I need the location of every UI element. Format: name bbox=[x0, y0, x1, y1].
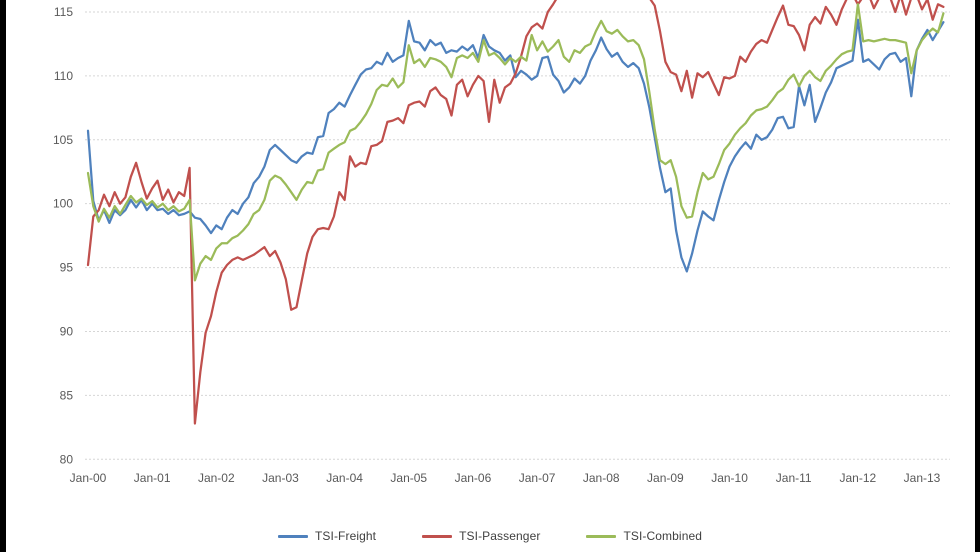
series-line-tsi-combined bbox=[86, 3, 945, 282]
y-axis-tick-label: 85 bbox=[60, 388, 74, 402]
x-axis-tick-label: Jan-01 bbox=[134, 471, 171, 485]
combined-line-swatch-icon bbox=[586, 534, 617, 538]
x-axis-tick-label: Jan-05 bbox=[390, 471, 427, 485]
left-black-edge-bar bbox=[0, 0, 6, 552]
x-axis-tick-label: Jan-07 bbox=[519, 471, 556, 485]
chart-legend: TSI-Freight TSI-Passenger TSI-Combined bbox=[0, 524, 980, 548]
y-axis-tick-label: 105 bbox=[53, 133, 73, 147]
y-axis-tick-label: 100 bbox=[53, 197, 73, 211]
y-axis-tick-label: 110 bbox=[54, 69, 73, 83]
x-axis-tick-label: Jan-06 bbox=[455, 471, 492, 485]
x-axis-tick-label: Jan-09 bbox=[647, 471, 684, 485]
legend-label-tsi-passenger: TSI-Passenger bbox=[459, 529, 541, 543]
legend-label-tsi-combined: TSI-Combined bbox=[623, 529, 703, 543]
x-axis-tick-label: Jan-10 bbox=[711, 471, 748, 485]
legend-item-tsi-freight: TSI-Freight bbox=[277, 529, 377, 543]
y-axis-tick-label: 95 bbox=[60, 261, 74, 275]
freight-line-swatch-icon bbox=[277, 534, 308, 538]
passenger-line-swatch-icon bbox=[422, 534, 453, 538]
series-line-tsi-passenger bbox=[86, 0, 945, 425]
y-axis-tick-label: 115 bbox=[54, 5, 73, 19]
x-axis-tick-label: Jan-13 bbox=[904, 471, 941, 485]
x-axis-tick-label: Jan-03 bbox=[262, 471, 299, 485]
right-black-edge-bar bbox=[975, 0, 980, 552]
y-axis-tick-label: 90 bbox=[60, 324, 74, 338]
x-axis-tick-label: Jan-11 bbox=[776, 471, 812, 485]
legend-item-tsi-combined: TSI-Combined bbox=[586, 529, 702, 543]
x-axis-tick-label: Jan-12 bbox=[839, 471, 876, 485]
series-line-tsi-freight bbox=[86, 18, 945, 273]
legend-item-tsi-passenger: TSI-Passenger bbox=[422, 529, 540, 543]
x-axis-tick-label: Jan-04 bbox=[326, 471, 363, 485]
x-axis-tick-label: Jan-02 bbox=[198, 471, 235, 485]
x-axis-tick-label: Jan-00 bbox=[70, 471, 107, 485]
x-axis-tick-label: Jan-08 bbox=[583, 471, 620, 485]
legend-label-tsi-freight: TSI-Freight bbox=[314, 529, 377, 543]
y-axis-tick-label: 80 bbox=[60, 452, 74, 466]
